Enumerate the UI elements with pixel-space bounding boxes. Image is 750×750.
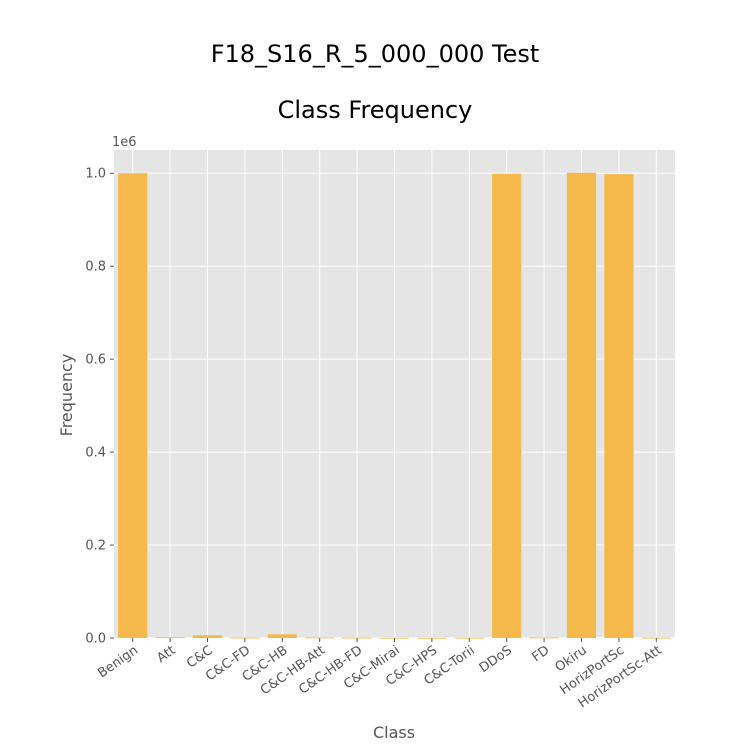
bar-c-c — [192, 635, 223, 638]
x-tick-label: DDoS — [477, 643, 515, 676]
x-axis-label: Class — [373, 723, 415, 742]
bar-c-c-hb-att — [305, 637, 335, 639]
y-tick-label: 0.8 — [85, 260, 106, 275]
x-tick-label: FD — [529, 643, 552, 665]
y-axis-label: Frequency — [57, 354, 76, 437]
bar-fd — [529, 637, 559, 639]
bar-att — [155, 637, 185, 639]
y-multiplier: 1e6 — [112, 135, 137, 150]
bar-horizportsc — [604, 174, 634, 639]
chart-subtitle: Class Frequency — [278, 96, 473, 124]
chart-title: F18_S16_R_5_000_000 Test — [211, 40, 540, 68]
y-ticks: 0.0 0.2 0.4 0.6 0.8 1.0 — [85, 167, 114, 647]
y-tick-label: 0.6 — [85, 353, 106, 368]
y-tick-label: 0.0 — [85, 632, 106, 647]
bars — [118, 172, 671, 639]
y-tick-label: 0.2 — [85, 539, 106, 554]
y-tick-label: 0.4 — [85, 446, 106, 461]
bar-c-c-hb — [267, 634, 297, 638]
x-tick-label: Benign — [95, 643, 141, 681]
bar-ddos — [492, 173, 522, 638]
x-ticks: Benign Att C&CC&C-FDC&C-HBC&C-HB-AttC&C-HB… — [95, 638, 665, 711]
y-tick-label: 1.0 — [85, 167, 106, 182]
bar-benign — [118, 173, 148, 638]
x-tick-label: Att — [154, 643, 178, 666]
bar-okiru — [566, 172, 597, 639]
